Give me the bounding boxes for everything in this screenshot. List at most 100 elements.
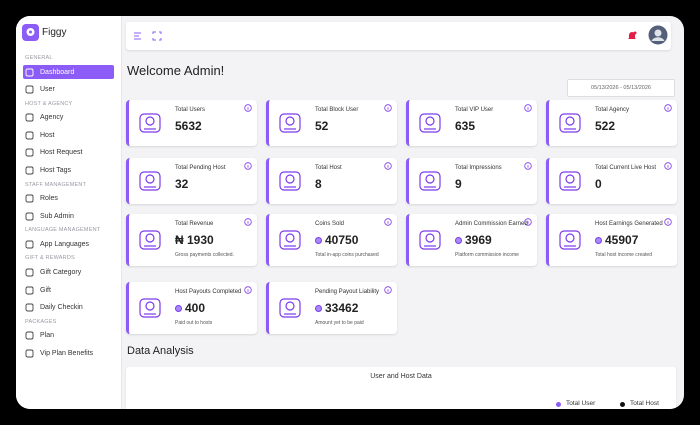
nav-item[interactable]: Host Request bbox=[23, 146, 114, 160]
info-icon-shape bbox=[244, 104, 252, 112]
stat-icon-shape bbox=[145, 116, 155, 126]
nav-item[interactable]: Sub Admin bbox=[23, 209, 114, 223]
info-icon[interactable] bbox=[524, 162, 532, 170]
nav-icon bbox=[25, 268, 34, 277]
stat-note: Paid out to hosts bbox=[175, 320, 213, 326]
stat-card: Total VIP User 635 bbox=[406, 100, 537, 146]
nav-icon bbox=[25, 194, 34, 203]
stat-value: 522 bbox=[595, 119, 615, 133]
info-icon[interactable] bbox=[664, 104, 672, 112]
stat-icon-shape bbox=[425, 116, 435, 126]
stat-label: Total Current Live Host bbox=[595, 165, 657, 171]
stat-note: Amount yet to be paid bbox=[315, 320, 364, 326]
toolbar-icons[interactable] bbox=[133, 31, 163, 41]
info-icon-shape bbox=[664, 218, 672, 226]
stat-icon-shape bbox=[419, 230, 441, 250]
nav-icon bbox=[25, 131, 34, 140]
nav-item[interactable]: Gift Category bbox=[23, 265, 114, 279]
info-icon-shape bbox=[384, 286, 392, 294]
info-icon[interactable] bbox=[244, 218, 252, 226]
info-icon[interactable] bbox=[524, 218, 532, 226]
stat-card: Admin Commission Earned 3969 Platform comm… bbox=[406, 214, 537, 266]
stat-value-text: 3969 bbox=[465, 233, 492, 247]
nav-item[interactable]: Host bbox=[23, 128, 114, 142]
nav-item[interactable]: Vip Plan Benefits bbox=[23, 346, 114, 360]
legend-label[interactable]: Total Host bbox=[630, 400, 659, 407]
stat-value-text: 8 bbox=[315, 177, 322, 191]
info-icon-shape bbox=[384, 162, 392, 170]
stat-icon-shape bbox=[279, 113, 301, 133]
stat-label: Total Block User bbox=[315, 107, 359, 113]
nav-item[interactable]: Plan bbox=[23, 329, 114, 343]
nav-section-title: HOST & AGENCY bbox=[25, 100, 73, 107]
nav-item-label: Vip Plan Benefits bbox=[40, 349, 94, 357]
top-bar bbox=[126, 22, 671, 50]
info-icon-shape bbox=[384, 104, 392, 112]
info-icon[interactable] bbox=[244, 104, 252, 112]
logo[interactable] bbox=[22, 24, 39, 41]
nav-item-label: Gift Category bbox=[40, 268, 82, 276]
stat-icon-shape bbox=[285, 301, 295, 311]
stat-icon bbox=[559, 171, 581, 191]
nav-item-label: Host bbox=[40, 131, 55, 139]
stat-card: Host Payouts Completed 400 Paid out to hos… bbox=[126, 282, 257, 334]
stat-icon-shape bbox=[145, 174, 155, 184]
avatar[interactable] bbox=[648, 25, 668, 45]
nav-item[interactable]: Agency bbox=[23, 111, 114, 125]
stat-icon bbox=[279, 171, 301, 191]
date-range-picker[interactable]: 05/13/2026 - 05/13/2026 bbox=[567, 79, 675, 97]
stat-card: Total Users 5632 bbox=[126, 100, 257, 146]
nav-item[interactable]: Roles bbox=[23, 192, 114, 206]
nav-icon-shape bbox=[25, 303, 34, 312]
stat-note: Gross payments collected. bbox=[175, 252, 234, 258]
nav-item[interactable]: User bbox=[23, 83, 114, 97]
info-icon[interactable] bbox=[524, 104, 532, 112]
nav-icon-shape bbox=[25, 194, 34, 203]
info-icon[interactable] bbox=[664, 218, 672, 226]
info-icon-shape bbox=[244, 286, 252, 294]
stat-icon-shape bbox=[419, 171, 441, 191]
stat-icon-shape bbox=[565, 174, 575, 184]
stat-value: 8 bbox=[315, 177, 322, 191]
nav-item[interactable]: Host Tags bbox=[23, 164, 114, 178]
info-icon[interactable] bbox=[384, 218, 392, 226]
info-icon[interactable] bbox=[244, 286, 252, 294]
nav-item-label: App Languages bbox=[40, 240, 90, 248]
info-icon[interactable] bbox=[244, 162, 252, 170]
nav-icon bbox=[25, 68, 34, 76]
coin-icon bbox=[315, 236, 322, 244]
stat-label: Total VIP User bbox=[455, 107, 494, 113]
stat-value-text: 40750 bbox=[325, 233, 359, 247]
nav-icon-shape bbox=[25, 85, 34, 94]
stat-icon bbox=[139, 230, 161, 250]
stat-card: Coins Sold 40750 Total in-app coins purcha… bbox=[266, 214, 397, 266]
nav-item-label: Roles bbox=[40, 195, 58, 203]
info-icon[interactable] bbox=[384, 162, 392, 170]
stat-note: Total in-app coins purchased bbox=[315, 252, 379, 258]
info-icon[interactable] bbox=[384, 286, 392, 294]
legend-dot bbox=[556, 402, 561, 407]
stat-label: Total Users bbox=[175, 107, 206, 113]
screen: Figgy GENERAL Dashboard User HOST & AGENCY A… bbox=[16, 16, 684, 409]
stat-value-text: 522 bbox=[595, 119, 616, 133]
legend-label[interactable]: Total User bbox=[566, 400, 596, 407]
logo-glyph bbox=[26, 28, 35, 36]
stat-note: Total host income created bbox=[595, 252, 652, 258]
info-icon[interactable] bbox=[664, 162, 672, 170]
nav-item[interactable]: App Languages bbox=[23, 237, 114, 251]
nav-item[interactable]: Gift bbox=[23, 283, 114, 297]
stat-card: Total Impressions 9 bbox=[406, 158, 537, 204]
coin-icon bbox=[175, 304, 182, 312]
stat-value: 40750 bbox=[315, 233, 358, 247]
notification-bell[interactable] bbox=[626, 30, 638, 42]
nav-item[interactable]: Dashboard bbox=[23, 65, 114, 79]
stat-icon-shape bbox=[565, 233, 575, 243]
stat-value: 3969 bbox=[455, 233, 492, 247]
stat-icon bbox=[279, 113, 301, 133]
info-icon[interactable] bbox=[384, 104, 392, 112]
info-icon-shape bbox=[664, 104, 672, 112]
nav-icon bbox=[25, 113, 34, 122]
stat-label: Pending Payout Liability bbox=[315, 289, 380, 295]
nav-item[interactable]: Daily Checkin bbox=[23, 301, 114, 315]
